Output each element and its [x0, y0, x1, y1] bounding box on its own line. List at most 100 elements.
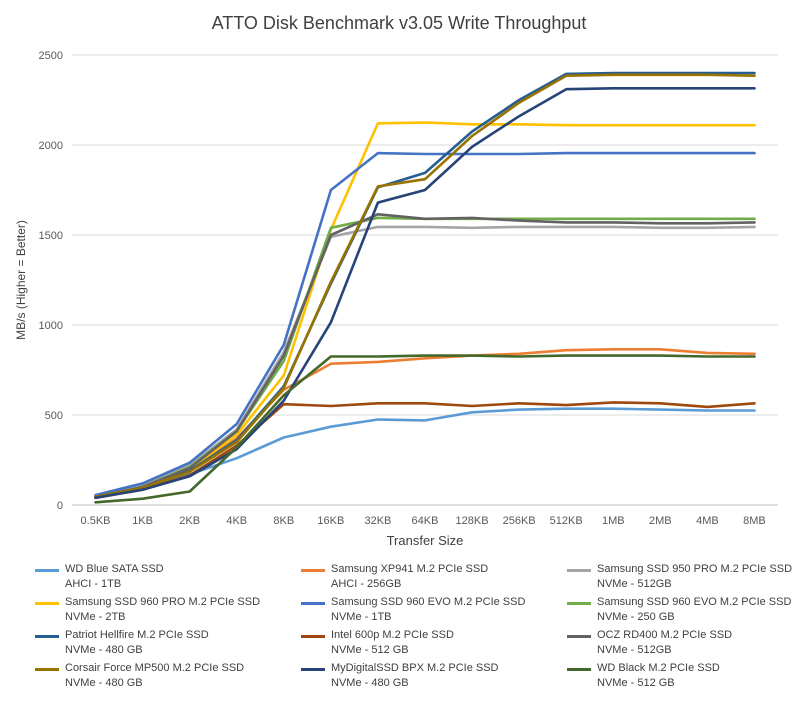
legend-item: Intel 600p M.2 PCIe SSD NVMe - 512 GB [301, 628, 531, 660]
legend-series-subname: NVMe - 512GB [597, 644, 672, 656]
legend-series-name: Samsung SSD 960 PRO M.2 PCIe SSD [65, 596, 261, 608]
x-axis-ticks: 0.5KB 1KB 2KB 4KB 8KB 16KB 32KB 64KB 128KB 256KB 5… [81, 515, 766, 527]
legend-label: Samsung SSD 960 EVO M.2 PCIe SSD NVMe - 2… [597, 595, 791, 625]
legend-swatch [301, 569, 325, 572]
legend-item: OCZ RD400 M.2 PCIe SSD NVMe - 512GB [567, 628, 797, 660]
series-line-7 [94, 71, 756, 499]
legend-series-subname: NVMe - 480 GB [65, 644, 143, 656]
y-tick-label: 0 [57, 500, 63, 512]
legend-item: Samsung SSD 960 EVO M.2 PCIe SSD NVMe - 1… [301, 595, 531, 627]
x-tick-label: 0.5KB [81, 515, 111, 527]
legend-series-subname: NVMe - 512 GB [331, 644, 409, 656]
legend-label: Samsung SSD 950 PRO M.2 PCIe SSD NVMe - 5… [597, 562, 792, 592]
x-tick-label: 256KB [503, 515, 536, 527]
legend-item: Samsung SSD 960 PRO M.2 PCIe SSD NVMe - 2… [35, 595, 265, 627]
legend-swatch [301, 668, 325, 671]
x-tick-label: 2KB [179, 515, 200, 527]
y-tick-label: 2500 [39, 50, 63, 62]
legend-series-name: Patriot Hellfire M.2 PCIe SSD [65, 629, 209, 641]
legend-swatch [35, 635, 59, 638]
legend-label: Samsung SSD 960 EVO M.2 PCIe SSD NVMe - 1… [331, 595, 525, 625]
legend-swatch [567, 569, 591, 572]
legend-swatch [35, 602, 59, 605]
chart-title: ATTO Disk Benchmark v3.05 Write Throughp… [212, 13, 587, 33]
series-lines [94, 71, 756, 504]
x-tick-label: 1MB [602, 515, 625, 527]
legend-item: WD Black M.2 PCIe SSD NVMe - 512 GB [567, 661, 797, 693]
y-tick-label: 1000 [39, 320, 63, 332]
legend-item: Corsair Force MP500 M.2 PCIe SSD NVMe - 4… [35, 661, 265, 693]
y-axis-ticks: 0 500 1000 1500 2000 2500 [39, 50, 63, 512]
legend-series-name: Samsung SSD 950 PRO M.2 PCIe SSD [597, 563, 793, 575]
legend-label: WD Blue SATA SSD AHCI - 1TB [65, 562, 164, 592]
legend-label: OCZ RD400 M.2 PCIe SSD NVMe - 512GB [597, 628, 732, 658]
x-tick-label: 512KB [550, 515, 583, 527]
legend-swatch [567, 668, 591, 671]
y-tick-label: 2000 [39, 140, 63, 152]
x-tick-label: 4MB [696, 515, 719, 527]
series-line-3 [94, 225, 756, 498]
legend-item: Samsung SSD 950 PRO M.2 PCIe SSD NVMe - 5… [567, 562, 797, 594]
legend-swatch [301, 602, 325, 605]
legend-series-subname: AHCI - 256GB [331, 578, 402, 590]
legend-label: Intel 600p M.2 PCIe SSD NVMe - 512 GB [331, 628, 454, 658]
x-tick-label: 8MB [743, 515, 766, 527]
legend-series-subname: NVMe - 480 GB [65, 677, 143, 689]
y-tick-label: 1500 [39, 230, 63, 242]
series-line-4 [94, 121, 756, 499]
legend-label: WD Black M.2 PCIe SSD NVMe - 512 GB [597, 661, 720, 691]
chart-legend: WD Blue SATA SSD AHCI - 1TB Samsung XP941 … [0, 556, 798, 706]
legend-series-subname: NVMe - 250 GB [597, 611, 675, 623]
legend-series-subname: NVMe - 512GB [597, 578, 672, 590]
legend-label: Samsung XP941 M.2 PCIe SSD AHCI - 256GB [331, 562, 488, 592]
x-tick-label: 128KB [456, 515, 489, 527]
legend-series-name: WD Black M.2 PCIe SSD [597, 662, 720, 674]
legend-series-subname: NVMe - 480 GB [331, 677, 409, 689]
legend-series-subname: AHCI - 1TB [65, 578, 122, 590]
legend-series-name: Samsung SSD 960 EVO M.2 PCIe SSD [597, 596, 792, 608]
y-axis-label: MB/s (Higher = Better) [14, 220, 28, 340]
series-line-10 [94, 73, 756, 499]
legend-swatch [567, 602, 591, 605]
legend-series-name: Corsair Force MP500 M.2 PCIe SSD [65, 662, 245, 674]
legend-series-name: WD Blue SATA SSD [65, 563, 164, 575]
legend-swatch [567, 635, 591, 638]
x-tick-label: 8KB [273, 515, 294, 527]
legend-label: MyDigitalSSD BPX M.2 PCIe SSD NVMe - 480 … [331, 661, 499, 691]
legend-series-subname: NVMe - 512 GB [597, 677, 675, 689]
x-tick-label: 64KB [412, 515, 439, 527]
legend-series-name: Intel 600p M.2 PCIe SSD [331, 629, 454, 641]
legend-swatch [35, 569, 59, 572]
legend-label: Patriot Hellfire M.2 PCIe SSD NVMe - 480 … [65, 628, 209, 658]
x-tick-label: 32KB [364, 515, 391, 527]
x-tick-label: 1KB [132, 515, 153, 527]
legend-label: Corsair Force MP500 M.2 PCIe SSD NVMe - 4… [65, 661, 244, 691]
legend-series-name: OCZ RD400 M.2 PCIe SSD [597, 629, 733, 641]
series-line-5 [94, 151, 756, 497]
legend-item: Samsung XP941 M.2 PCIe SSD AHCI - 256GB [301, 562, 531, 594]
legend-swatch [35, 668, 59, 671]
series-line-11 [94, 87, 756, 500]
legend-label: Samsung SSD 960 PRO M.2 PCIe SSD NVMe - 2… [65, 595, 260, 625]
series-line-12 [94, 354, 756, 504]
legend-series-subname: NVMe - 1TB [331, 611, 392, 623]
series-line-9 [94, 213, 756, 499]
legend-series-name: MyDigitalSSD BPX M.2 PCIe SSD [331, 662, 499, 674]
legend-item: Patriot Hellfire M.2 PCIe SSD NVMe - 480 … [35, 628, 265, 660]
series-line-1 [94, 407, 756, 500]
legend-swatch [301, 635, 325, 638]
legend-series-subname: NVMe - 2TB [65, 611, 126, 623]
legend-item: Samsung SSD 960 EVO M.2 PCIe SSD NVMe - 2… [567, 595, 797, 627]
x-tick-label: 2MB [649, 515, 672, 527]
legend-item: WD Blue SATA SSD AHCI - 1TB [35, 562, 265, 594]
y-tick-label: 500 [45, 410, 63, 422]
line-chart: ATTO Disk Benchmark v3.05 Write Throughp… [14, 13, 778, 548]
x-tick-label: 4KB [226, 515, 247, 527]
gridlines [72, 54, 778, 506]
legend-series-name: Samsung XP941 M.2 PCIe SSD [331, 563, 489, 575]
x-axis-label: Transfer Size [387, 533, 464, 548]
x-tick-label: 16KB [317, 515, 344, 527]
series-line-8 [94, 401, 756, 500]
legend-series-name: Samsung SSD 960 EVO M.2 PCIe SSD [331, 596, 526, 608]
